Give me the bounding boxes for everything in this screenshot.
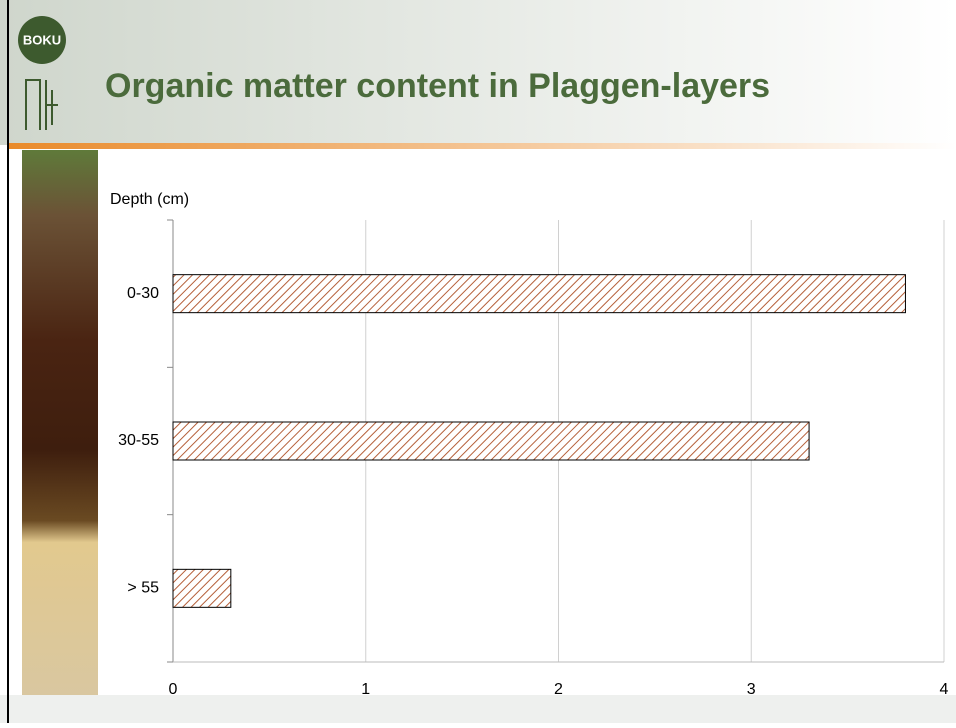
soil-photo bbox=[22, 150, 98, 695]
x-tick-label: 3 bbox=[747, 681, 756, 698]
x-tick-label: 4 bbox=[940, 681, 949, 698]
x-tick-label: 2 bbox=[554, 681, 563, 698]
logo-circle bbox=[18, 16, 66, 64]
bar bbox=[172, 568, 232, 608]
logo-text: BOKU bbox=[23, 32, 61, 47]
header-band bbox=[0, 0, 956, 145]
footer-band bbox=[0, 695, 956, 723]
chart-title: Organic matter content in Plaggen-layers bbox=[105, 67, 770, 105]
logo-mark bbox=[25, 79, 58, 130]
y-axis-label: Depth (cm) bbox=[110, 191, 189, 208]
y-tick-label: > 55 bbox=[127, 580, 159, 597]
x-tick-label: 1 bbox=[361, 681, 370, 698]
bar bbox=[172, 274, 906, 314]
y-tick-label: 0-30 bbox=[127, 285, 159, 302]
header-rule bbox=[8, 143, 956, 149]
bar bbox=[172, 421, 810, 461]
x-tick-label: 0 bbox=[169, 681, 178, 698]
y-tick-label: 30-55 bbox=[118, 432, 159, 449]
